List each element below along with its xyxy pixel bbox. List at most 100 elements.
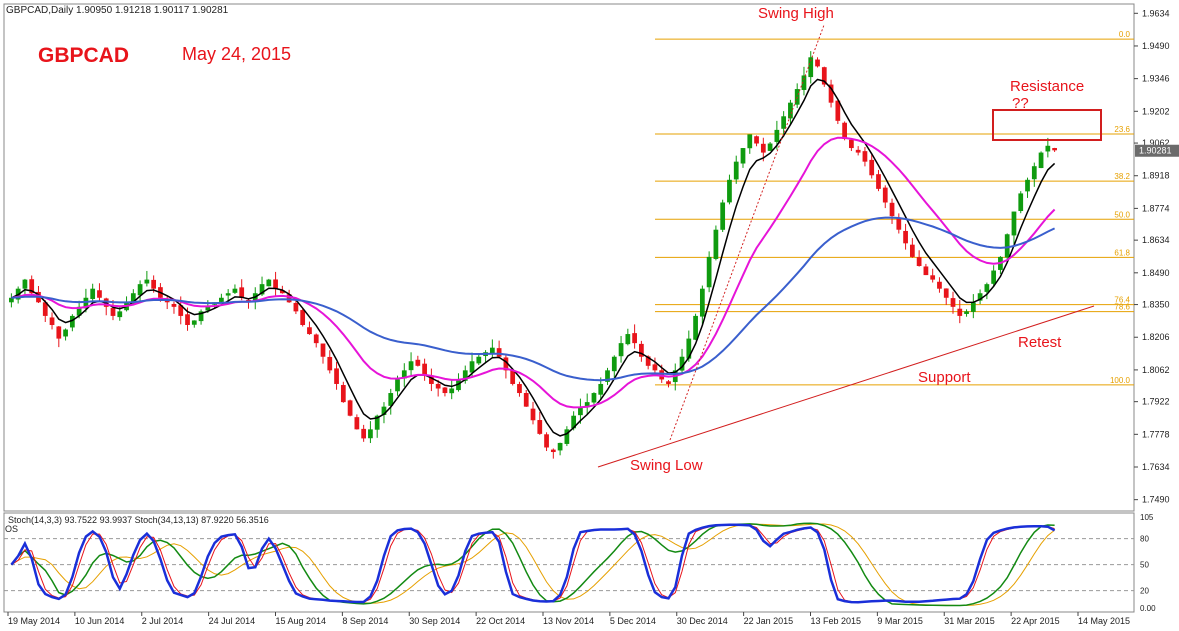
candle-body — [293, 302, 299, 312]
candle-body — [286, 294, 292, 303]
candle-body — [130, 293, 136, 304]
candle-body — [828, 84, 834, 103]
candle-body — [889, 202, 895, 217]
candle-body — [137, 284, 143, 296]
candle-body — [537, 420, 543, 434]
candle-body — [754, 136, 759, 144]
candle-body — [422, 363, 427, 375]
candle-body — [550, 449, 556, 453]
symbol-info: GBPCAD,Daily 1.90950 1.91218 1.90117 1.9… — [6, 5, 229, 16]
chart-symbol-title: GBPCAD — [38, 44, 130, 67]
price-tick-label: 1.8774 — [1142, 203, 1170, 213]
candle-body — [977, 293, 983, 301]
candle-body — [273, 279, 278, 289]
candle-body — [517, 384, 522, 394]
candle-body — [320, 343, 326, 357]
candle-body — [266, 279, 272, 287]
candle-body — [605, 370, 610, 382]
candle-body — [598, 383, 604, 395]
candle-body — [503, 357, 509, 371]
current-price-box — [1135, 144, 1179, 157]
candle-body — [557, 442, 563, 451]
candle-body — [510, 370, 516, 384]
candle-body — [361, 428, 367, 439]
candle-body — [937, 281, 942, 289]
candle-body — [896, 217, 902, 230]
fib-level-label: 100.0 — [1110, 376, 1131, 385]
candle-body — [381, 406, 387, 415]
candle-body — [489, 347, 495, 354]
candle-body — [713, 229, 719, 259]
time-tick-label: 31 Mar 2015 — [944, 616, 995, 626]
candle-body — [666, 381, 671, 384]
resistance-box — [992, 109, 1102, 141]
price-tick-label: 1.9490 — [1142, 41, 1170, 51]
candle-body — [22, 279, 28, 289]
resistance-question-label: ?? — [1012, 95, 1029, 112]
candle-body — [476, 356, 482, 364]
fib-level-label: 61.8 — [1114, 248, 1130, 257]
candle-body — [801, 75, 807, 90]
price-tick-label: 1.8634 — [1142, 235, 1170, 245]
candle-body — [259, 284, 265, 295]
candle-body — [523, 392, 529, 407]
candle-body — [300, 310, 306, 325]
time-tick-label: 15 Aug 2014 — [276, 616, 327, 626]
candle-body — [876, 174, 881, 189]
candle-body — [110, 308, 116, 316]
candle-body — [1045, 145, 1051, 152]
ema-slow-line — [11, 216, 1056, 382]
candle-body — [232, 288, 238, 293]
fib-level-label: 76.4 — [1114, 296, 1130, 305]
candle-body — [733, 161, 739, 180]
candle-body — [449, 388, 455, 394]
price-tick-label: 1.8206 — [1142, 332, 1170, 342]
swing-high-label: Swing High — [758, 5, 834, 22]
candle-body — [191, 320, 197, 325]
candle-body — [151, 279, 157, 289]
candle-body — [903, 230, 908, 244]
candle-body — [618, 343, 624, 357]
candle-body — [178, 305, 184, 316]
price-tick-label: 1.9634 — [1142, 8, 1170, 18]
resistance-label: Resistance — [1010, 78, 1085, 95]
candle-body — [368, 429, 373, 439]
candle-body — [429, 375, 434, 384]
price-tick-label: 1.8490 — [1142, 268, 1170, 278]
candle-body — [639, 343, 644, 357]
candle-body — [727, 179, 732, 203]
price-tick-label: 1.7634 — [1142, 462, 1170, 472]
candle-body — [354, 417, 360, 430]
candle-body — [781, 116, 787, 129]
fib-level-label: 50.0 — [1114, 210, 1130, 219]
candle-body — [97, 290, 102, 298]
candle-body — [144, 279, 150, 284]
time-tick-label: 19 May 2014 — [8, 616, 60, 626]
fib-level-label: 38.2 — [1114, 172, 1130, 181]
candle-body — [1025, 179, 1030, 192]
stoch-tick-label: 0.00 — [1140, 604, 1156, 613]
candle-body — [1031, 166, 1037, 180]
fib-level-label: 78.6 — [1114, 303, 1130, 312]
candle-body — [774, 129, 780, 142]
candle-body — [205, 306, 211, 311]
candle-body — [198, 311, 204, 322]
candle-body — [9, 297, 14, 303]
candle-body — [916, 257, 922, 267]
candle-body — [699, 288, 705, 317]
candle-body — [442, 387, 448, 394]
time-tick-label: 13 Nov 2014 — [543, 616, 594, 626]
candle-body — [462, 370, 468, 381]
stoch-tick-label: 50 — [1140, 561, 1149, 570]
price-tick-label: 1.7490 — [1142, 495, 1170, 505]
candle-body — [930, 275, 936, 280]
candle-body — [469, 361, 475, 373]
candle-body — [943, 288, 949, 298]
stoch-slow-signal-line — [11, 523, 1055, 607]
candle-body — [855, 149, 861, 153]
stoch-tick-label: 20 — [1140, 587, 1149, 596]
stochastic-label: Stoch(14,3,3) 93.7522 93.9937 Stoch(34,1… — [8, 515, 269, 525]
candle-body — [90, 288, 96, 299]
candle-body — [611, 356, 617, 372]
candle-body — [401, 370, 407, 379]
